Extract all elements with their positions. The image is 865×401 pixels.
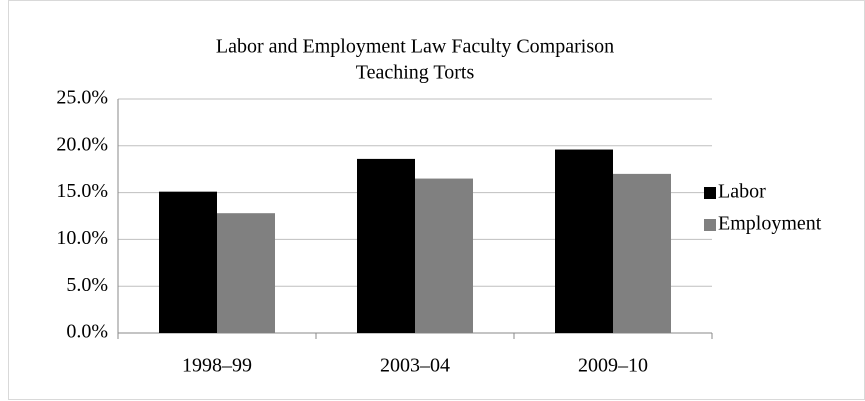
y-tick-label: 20.0% <box>56 133 108 155</box>
y-tick-label: 15.0% <box>56 180 108 202</box>
bar <box>217 213 275 333</box>
legend-label: Employment <box>718 213 822 235</box>
x-tick-label: 2009–10 <box>578 355 648 377</box>
bar <box>415 178 473 333</box>
y-tick-label: 0.0% <box>66 321 108 343</box>
x-tick-label: 2003–04 <box>380 355 450 377</box>
x-tick-label: 1998–99 <box>182 355 252 377</box>
y-tick-label: 10.0% <box>56 227 108 249</box>
legend-label: Labor <box>718 181 766 203</box>
bar <box>357 158 415 333</box>
bar <box>159 191 217 333</box>
y-tick-label: 5.0% <box>66 274 108 296</box>
bar <box>555 149 613 333</box>
y-tick-label: 25.0% <box>56 87 108 109</box>
chart-title: Teaching Torts <box>356 62 475 84</box>
chart-title: Labor and Employment Law Faculty Compari… <box>216 36 614 58</box>
legend-swatch <box>704 187 716 199</box>
legend-swatch <box>704 219 716 231</box>
bar <box>613 173 671 333</box>
